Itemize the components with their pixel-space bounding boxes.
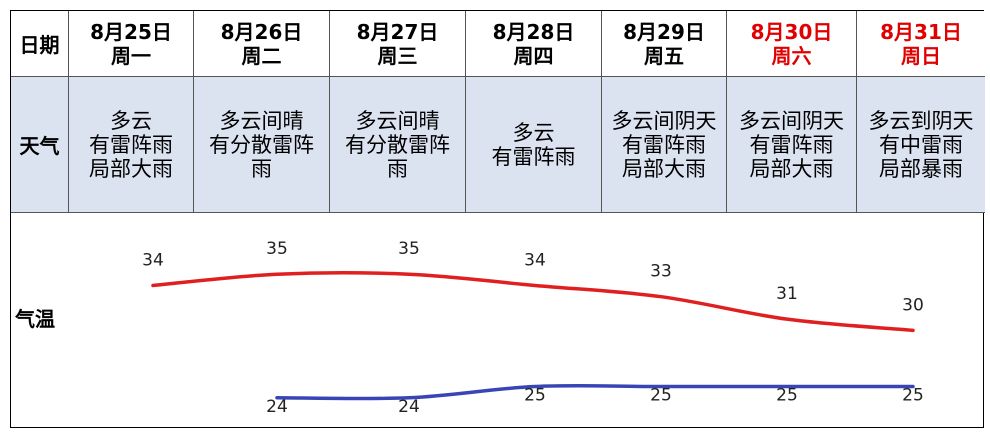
weather-line: 多云间阴天: [739, 108, 844, 133]
temperature-data-label: 31: [776, 284, 798, 304]
day-date: 8月28日: [492, 19, 575, 44]
weather-cell: 多云 有雷阵雨 局部大雨: [69, 77, 194, 213]
day-header: 8月29日 周五: [602, 11, 727, 77]
forecast-grid: 日期 8月25日 周一 8月26日 周二 8月27日 周三 8月28日 周四 8月29日 周五 8月3…: [11, 11, 985, 213]
weather-cell: 多云间阴天 有雷阵雨 局部大雨: [602, 77, 727, 213]
weather-row-label: 天气: [11, 77, 69, 213]
temperature-data-label: 35: [398, 239, 420, 259]
day-date: 8月27日: [356, 19, 439, 44]
weather-line: 多云到阴天: [868, 108, 974, 133]
temperature-series-line: [275, 383, 915, 401]
day-date: 8月26日: [220, 19, 303, 44]
day-header: 8月31日 周日: [857, 11, 985, 77]
temperature-data-label: 25: [524, 386, 546, 406]
weather-cell: 多云间晴 有分散雷阵雨: [194, 77, 330, 213]
weather-cell: 多云间晴 有分散雷阵雨: [330, 77, 466, 213]
day-header: 8月28日 周四: [466, 11, 602, 77]
weather-line: 有雷阵雨: [89, 132, 173, 157]
weather-line: 多云间阴天: [611, 108, 717, 133]
temperature-data-label: 25: [902, 386, 924, 406]
day-date: 8月31日: [880, 19, 962, 44]
temperature-data-label: 33: [650, 262, 672, 282]
weather-cell: 多云到阴天 有中雷雨 局部暴雨: [857, 77, 985, 213]
temperature-data-label: 30: [902, 295, 924, 315]
day-header: 8月30日 周六: [727, 11, 857, 77]
weather-line: 有雷阵雨: [491, 144, 576, 169]
weather-line: 局部大雨: [622, 156, 706, 181]
day-date: 8月29日: [623, 19, 705, 44]
temperature-data-label: 35: [266, 239, 288, 259]
weather-line: 有分散雷阵: [209, 132, 314, 157]
weather-line: 局部暴雨: [879, 156, 963, 181]
temperature-data-label: 24: [398, 397, 420, 417]
forecast-table: 日期 8月25日 周一 8月26日 周二 8月27日 周三 8月28日 周四 8月29日 周五 8月3…: [10, 10, 985, 428]
day-weekday: 周五: [644, 43, 684, 68]
weather-line: 有雷阵雨: [622, 132, 706, 157]
temperature-series-line: [151, 271, 915, 333]
weather-line: 有雷阵雨: [749, 132, 834, 157]
weather-line: 局部大雨: [749, 156, 834, 181]
day-weekday: 周二: [241, 43, 282, 68]
day-header: 8月26日 周二: [194, 11, 330, 77]
temperature-data-label: 25: [776, 386, 798, 406]
day-date: 8月25日: [90, 19, 172, 44]
weather-line: 有中雷雨: [879, 132, 963, 157]
weather-line: 雨: [251, 156, 272, 181]
weather-cell: 多云 有雷阵雨: [466, 77, 602, 213]
day-weekday: 周日: [901, 43, 941, 68]
day-header: 8月27日 周三: [330, 11, 466, 77]
temperature-data-label: 25: [650, 386, 672, 406]
day-weekday: 周一: [111, 43, 151, 68]
day-date: 8月30日: [750, 19, 833, 44]
weather-cell: 多云间阴天 有雷阵雨 局部大雨: [727, 77, 857, 213]
weather-line: 多云: [512, 120, 555, 145]
weather-line: 有分散雷阵: [345, 132, 450, 157]
day-weekday: 周四: [513, 43, 554, 68]
temperature-data-label: 34: [524, 250, 546, 270]
temperature-chart: 34 35 35 34 33 31 30 24 24 25 25 25 25: [142, 239, 924, 417]
weather-line: 局部大雨: [89, 156, 173, 181]
weather-line: 雨: [387, 156, 408, 181]
weather-line: 多云间晴: [355, 108, 440, 133]
temperature-row-label: 气温: [15, 307, 55, 331]
day-header: 8月25日 周一: [69, 11, 194, 77]
weather-line: 多云间晴: [219, 108, 304, 133]
day-weekday: 周六: [771, 43, 812, 68]
temperature-data-label: 34: [142, 250, 164, 270]
weather-line: 多云: [110, 108, 152, 133]
day-weekday: 周三: [377, 43, 418, 68]
date-row-label: 日期: [11, 11, 69, 77]
temperature-data-label: 24: [266, 397, 288, 417]
